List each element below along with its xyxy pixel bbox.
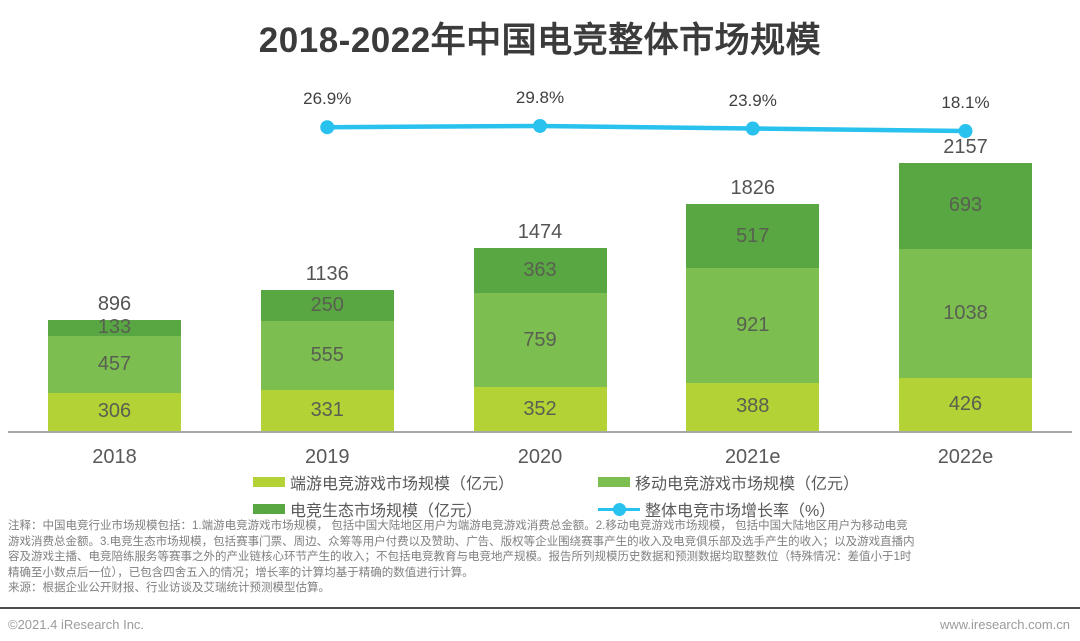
bar-segment-2022e-series0: 426 [899,378,1032,431]
x-axis-label-2021e: 2021e [724,446,781,468]
legend-swatch-icon [598,477,630,487]
bar-segment-2019-series0: 331 [260,389,394,431]
legend-item-2: 电竞生态市场规模（亿元） [253,499,598,520]
website-url: www.iresearch.com.cn [939,617,1070,632]
bar-segment-2020-series2: 363 [473,247,607,293]
x-axis-label-2018: 2018 [92,446,137,468]
legend-item-0: 端游电竞游戏市场规模（亿元） [253,472,598,493]
bar-segment-2022e-series1: 1038 [899,249,1032,379]
footnotes: 注释：中国电竞行业市场规模包括：1.端游电竞游戏市场规模， 包括中国大陆地区用户… [8,520,915,595]
growth-rate-point-2019 [320,120,335,135]
segment-value-label: 457 [97,353,132,376]
bar-total-label: 2157 [943,135,988,158]
x-axis-label-2020: 2020 [517,446,563,468]
bar-segment-2021e-series0: 388 [686,382,820,431]
bar-segment-2019-series2: 250 [260,289,394,321]
segment-value-label: 363 [523,258,557,281]
bar-total-label: 1826 [730,177,776,200]
bar-total-label: 896 [97,292,132,315]
segment-value-label: 1038 [943,302,988,325]
segment-value-label: 306 [97,400,132,423]
segment-value-label: 555 [310,343,344,366]
legend-item-1: 移动电竞游戏市场规模（亿元） [598,472,860,493]
legend-label: 整体电竞市场增长率（%） [645,503,836,520]
legend-swatch-icon [253,504,285,514]
segment-value-label: 426 [948,393,983,416]
x-axis-label-2019: 2019 [305,446,350,468]
segment-value-label: 759 [523,328,557,351]
bar-segment-2021e-series2: 517 [686,204,820,269]
bar-segment-2018-series1: 457 [48,336,181,393]
bar-segment-2021e-series1: 921 [686,268,820,383]
bar-total-label: 1474 [517,220,563,243]
copyright-text: ©2021.4 iResearch Inc. [8,617,145,632]
segment-value-label: 352 [523,397,557,420]
segment-value-label: 133 [97,316,132,339]
bar-segment-2019-series1: 555 [260,320,394,390]
legend-line-dot-icon [598,503,640,516]
segment-value-label: 331 [310,398,344,421]
bar-segment-2020-series0: 352 [473,387,607,431]
chart-title: 2018-2022年中国电竞整体市场规模 [258,21,822,60]
legend-label: 端游电竞游戏市场规模（亿元） [290,476,515,493]
bar-segment-2022e-series2: 693 [899,162,1032,249]
legend-label: 移动电竞游戏市场规模（亿元） [635,476,860,493]
growth-rate-label-2019: 26.9% [303,89,352,109]
bar-segment-2018-series0: 306 [48,392,181,431]
growth-rate-line [327,123,966,134]
segment-value-label: 250 [310,293,344,316]
x-axis-line [8,431,1072,433]
growth-rate-label-2020: 29.8% [515,87,565,107]
growth-rate-label-2021e: 23.9% [728,90,777,110]
legend-item-3: 整体电竞市场增长率（%） [598,499,859,520]
growth-rate-label-2022e: 18.1% [941,93,990,113]
bar-segment-2020-series1: 759 [473,292,607,388]
x-axis-label-2022e: 2022e [937,446,994,468]
chart-legend: 端游电竞游戏市场规模（亿元） 移动电竞游戏市场规模（亿元） 电竞生态市场规模（亿元）… [253,472,860,520]
segment-value-label: 517 [736,224,770,247]
growth-rate-point-2020 [533,118,547,133]
segment-value-label: 388 [736,395,770,418]
footer-divider [0,607,1080,609]
segment-value-label: 921 [736,314,770,337]
bar-total-label: 1136 [305,262,349,285]
legend-swatch-icon [253,477,285,487]
growth-rate-point-2021e [745,121,760,136]
legend-label: 电竞生态市场规模（亿元） [290,503,483,520]
bar-segment-2018-series2: 133 [48,316,181,338]
segment-value-label: 693 [948,194,983,217]
